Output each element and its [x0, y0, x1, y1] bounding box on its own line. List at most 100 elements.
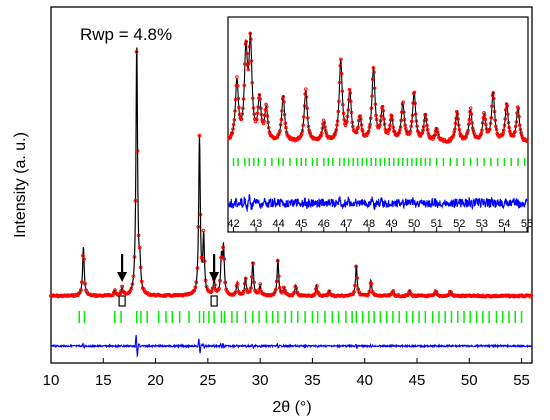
observed-point — [217, 286, 221, 291]
observed-point — [502, 128, 506, 132]
observed-point — [248, 289, 252, 294]
observed-point — [319, 131, 324, 135]
observed-point — [372, 86, 377, 91]
observed-point — [382, 122, 387, 126]
observed-point — [194, 280, 199, 285]
observed-point — [366, 129, 371, 133]
x-tick-label: 20 — [147, 372, 164, 389]
observed-point — [302, 115, 306, 119]
x-tick-label: 35 — [304, 372, 321, 389]
observed-point — [469, 112, 474, 116]
observed-point — [453, 127, 457, 132]
observed-point — [313, 292, 317, 296]
observed-point — [210, 286, 215, 291]
observed-point — [421, 128, 425, 132]
observed-point — [335, 123, 339, 127]
observed-point — [282, 112, 287, 117]
observed-point — [388, 123, 392, 128]
observed-point — [306, 124, 311, 129]
x-tick-label: 54 — [498, 218, 510, 230]
rwp-annotation: Rwp = 4.8% — [80, 25, 172, 44]
marker-arrow-head — [117, 272, 128, 282]
observed-point — [240, 112, 244, 116]
observed-point — [133, 198, 138, 203]
observed-point — [347, 97, 351, 102]
observed-point — [424, 117, 429, 122]
observed-point — [368, 122, 372, 127]
difference-line — [50, 334, 533, 358]
observed-point — [402, 117, 407, 122]
observed-point — [323, 125, 327, 129]
observed-point — [361, 129, 365, 133]
observed-point — [247, 44, 252, 49]
x-tick-label: 46 — [318, 218, 330, 230]
observed-point — [242, 83, 246, 88]
observed-point — [315, 284, 319, 288]
observed-point — [490, 104, 494, 109]
y-axis-label: Intensity (a. u.) — [12, 132, 29, 238]
observed-point — [412, 90, 417, 95]
x-tick-label: 50 — [408, 218, 420, 230]
observed-point — [356, 125, 360, 130]
observed-point — [300, 128, 305, 133]
x-tick-label: 42 — [227, 218, 239, 230]
observed-point — [359, 123, 364, 127]
main-plot-frame — [50, 6, 533, 364]
observed-point — [368, 116, 373, 121]
observed-point — [467, 117, 472, 122]
x-tick-label: 30 — [252, 372, 269, 389]
observed-point — [233, 109, 237, 113]
observed-point — [134, 49, 139, 54]
observed-point — [251, 106, 256, 110]
observed-point — [501, 131, 505, 136]
observed-point — [425, 127, 430, 132]
observed-point — [414, 119, 419, 123]
observed-point — [480, 128, 484, 132]
difference-line — [228, 194, 528, 212]
observed-point — [356, 287, 360, 292]
x-tick-label: 47 — [340, 218, 352, 230]
observed-point — [276, 274, 281, 279]
observed-point — [456, 117, 460, 121]
observed-point — [277, 285, 282, 290]
observed-point — [237, 105, 241, 110]
x-tick-label: 49 — [385, 218, 397, 230]
observed-point — [259, 106, 263, 111]
main-plot-layer — [49, 47, 534, 358]
observed-point — [494, 127, 499, 132]
observed-point — [491, 91, 495, 95]
observed-point — [198, 212, 203, 217]
observed-point — [192, 288, 197, 293]
observed-point — [258, 282, 263, 286]
observed-point — [193, 285, 198, 290]
observed-point — [379, 114, 384, 118]
observed-point — [230, 131, 235, 135]
observed-point — [468, 106, 473, 110]
observed-point — [435, 127, 439, 131]
observed-point — [514, 120, 519, 124]
observed-point — [235, 281, 240, 286]
observed-point — [381, 108, 386, 113]
observed-point — [81, 253, 85, 258]
observed-point — [218, 278, 222, 283]
x-tick-label: 45 — [409, 372, 426, 389]
observed-point — [374, 113, 378, 118]
observed-point — [241, 97, 246, 101]
observed-point — [369, 282, 374, 286]
observed-point — [411, 101, 415, 105]
observed-point — [410, 119, 414, 124]
observed-point — [421, 125, 426, 129]
observed-point — [243, 276, 248, 281]
observed-point — [266, 126, 271, 130]
x-tick-label: 25 — [200, 372, 217, 389]
observed-point — [402, 110, 406, 114]
x-tick-label: 55 — [513, 372, 530, 389]
observed-point — [80, 280, 84, 284]
observed-point — [249, 59, 254, 63]
observed-point — [341, 102, 345, 107]
observed-point — [135, 148, 140, 153]
observed-point — [305, 106, 309, 110]
observed-point — [369, 106, 374, 110]
observed-point — [415, 124, 419, 128]
